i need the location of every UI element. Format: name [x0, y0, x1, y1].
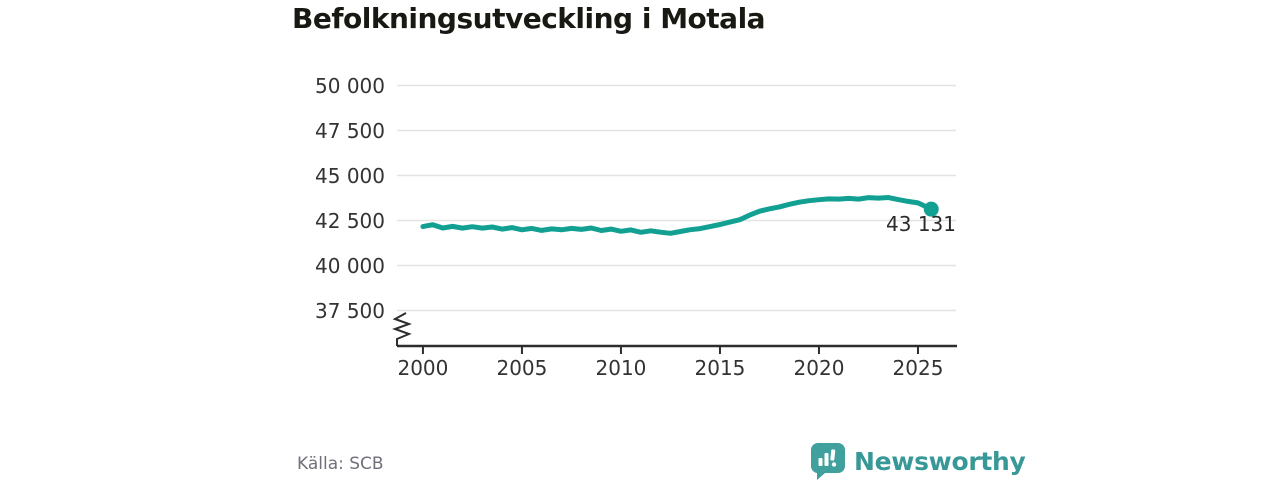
y-tick-label: 45 000: [315, 163, 385, 188]
y-tick-label: 47 500: [315, 118, 385, 143]
x-tick-label: 2005: [496, 356, 548, 380]
latest-value-annotation: 43 131: [886, 212, 956, 236]
y-tick-label: 50 000: [315, 73, 385, 98]
y-tick-label: 40 000: [315, 253, 385, 278]
x-tick-label: 2010: [595, 356, 647, 380]
y-tick-label: 42 500: [315, 208, 385, 233]
x-tick-label: 2000: [397, 356, 449, 380]
gridlines: [397, 84, 956, 312]
x-tick-label: 2020: [793, 356, 845, 380]
newsworthy-logo[interactable]: Newsworthy: [810, 442, 1026, 480]
x-tick-label: 2025: [892, 356, 944, 380]
logo-bar-chart-glyph: [818, 449, 837, 467]
newsworthy-logo-text: Newsworthy: [854, 446, 1026, 476]
x-axis: [397, 344, 957, 354]
newsworthy-speech-bubble-icon: [810, 443, 845, 480]
chart-title: Befolkningsutveckling i Motala: [292, 2, 766, 35]
population-series-line: [420, 195, 939, 236]
x-tick-label: 2015: [694, 356, 746, 380]
axis-break-zigzag-icon: [392, 312, 412, 346]
y-tick-label: 37 500: [315, 298, 385, 323]
source-attribution: Källa: SCB: [297, 454, 384, 474]
